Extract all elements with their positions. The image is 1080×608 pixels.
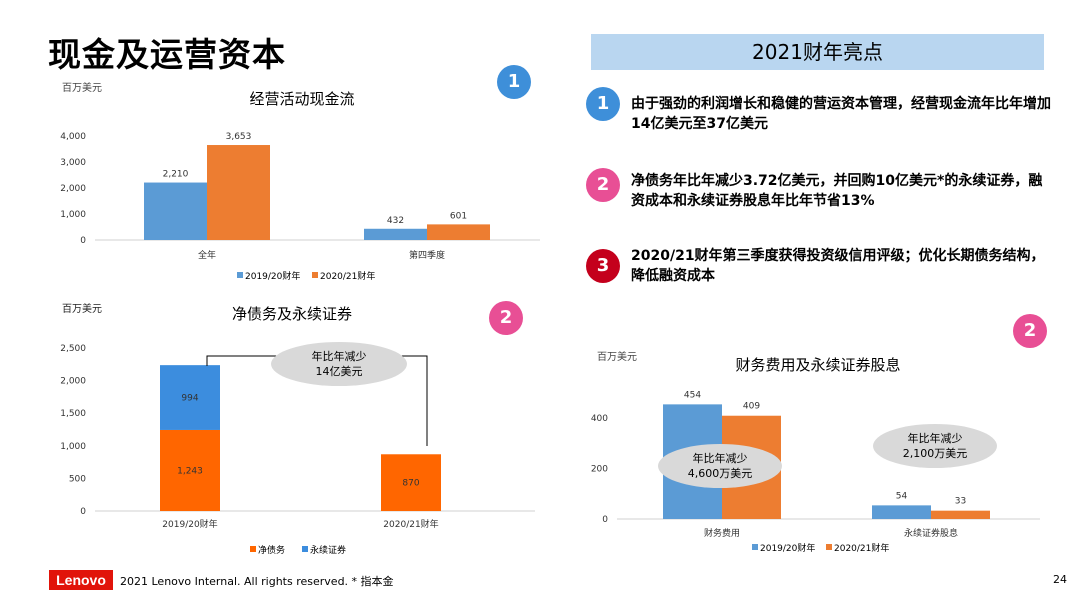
chart3-data-label: 454 [684,390,701,400]
chart2-callout-line1: 年比年减少 [312,349,367,363]
chart1-title: 经营活动现金流 [249,90,354,108]
chart1-bar [364,228,427,240]
highlight-text-1: 由于强劲的利润增长和稳健的营运资本管理，经营现金流年比年增加14亿美元至37亿美… [631,96,1051,132]
chart3-bar [931,510,990,519]
chart3-y-tick: 200 [591,465,608,475]
chart3-legend-swatch-fy2019 [752,544,758,550]
chart2-bracket [206,355,428,446]
chart1-y-tick: 1,000 [60,210,86,220]
chart3-badge: 2 [1013,314,1047,348]
highlight-badge-3: 3 [586,249,620,283]
chart2-bar-segment [160,365,220,430]
chart3-title: 财务费用及永续证券股息 [735,356,900,374]
chart2-y-tick: 1,000 [60,442,86,452]
chart2-data-label: 994 [181,394,198,404]
chart3-data-label: 54 [896,491,908,501]
chart2-title: 净债务及永续证券 [232,305,352,323]
chart2-data-label: 870 [402,479,419,489]
chart1-unit: 百万美元 [62,81,102,94]
chart1-bar [207,145,270,240]
chart3-x-tick: 财务费用 [704,527,740,539]
chart2-x-tick: 2020/21财年 [383,518,438,530]
highlight-badge-1: 1 [586,87,620,121]
highlight-text-2: 净债务年比年减少3.72亿美元，并回购10亿美元*的永续证券，融资成本和永续证券… [631,173,1043,209]
chart3-callout-perpetual-line1: 年比年减少 [908,431,963,445]
chart3-legend-swatch-fy2020 [826,544,832,550]
chart3-callout-finance [658,444,782,488]
chart1-data-label: 3,653 [226,132,252,142]
chart3-callout-perpetual [873,424,997,468]
chart3-bar [663,404,722,519]
chart3-bar [722,415,781,519]
chart2-y-tick: 500 [69,474,86,484]
page-number: 24 [1053,573,1067,586]
chart3-x-tick: 永续证券股息 [904,527,958,539]
chart3-callout-perpetual-line2: 2,100万美元 [903,447,968,460]
chart1-y-tick: 0 [80,236,86,246]
chart3-callout-finance-line1: 年比年减少 [693,451,748,465]
chart1-bar [144,182,207,240]
chart2-bar-segment [381,454,441,511]
chart2-legend-net-debt: 净债务 [258,544,285,556]
chart2-unit: 百万美元 [62,302,102,315]
chart3-callout-finance-line2: 4,600万美元 [688,467,753,480]
chart3-data-label: 33 [955,497,966,507]
chart3-y-tick: 0 [602,515,608,525]
chart1-legend-swatch-fy2019 [237,272,243,278]
highlights-banner: 2021财年亮点 [591,34,1044,70]
highlight-badge-2: 2 [586,168,620,202]
chart1-legend-fy2019: 2019/20财年 [245,270,300,282]
chart2-callout-line2: 14亿美元 [316,365,363,378]
chart1-y-tick: 4,000 [60,132,86,142]
chart2-legend-swatch-net-debt [250,546,256,552]
chart2-legend-perpetual: 永续证券 [310,544,346,556]
chart2-y-tick: 2,500 [60,344,86,354]
chart2-y-tick: 2,000 [60,377,86,387]
chart2-badge: 2 [489,301,523,335]
lenovo-logo: Lenovo [49,570,113,590]
chart2-x-tick: 2019/20财年 [162,518,217,530]
chart1-badge: 1 [497,65,531,99]
footer-copyright: 2021 Lenovo Internal. All rights reserve… [120,575,394,588]
chart1-y-tick: 2,000 [60,184,86,194]
chart1-data-label: 2,210 [163,170,189,180]
chart2-y-tick: 1,500 [60,409,86,419]
chart1-data-label: 601 [450,211,467,221]
chart3-legend-fy2020: 2020/21财年 [834,542,889,554]
chart3-y-tick: 400 [591,414,608,424]
highlight-text-3: 2020/21财年第三季度获得投资级信用评级；优化长期债务结构，降低融资成本 [631,248,1045,284]
chart1-bar [427,224,490,240]
chart1-x-tick: 第四季度 [409,249,445,261]
chart1-x-tick: 全年 [198,249,216,261]
chart1-legend-fy2020: 2020/21财年 [320,270,375,282]
chart2-data-label: 1,243 [177,466,203,476]
chart3-bar [872,505,931,519]
chart2-callout [271,342,407,386]
chart1-data-label: 432 [387,216,404,226]
chart3-data-label: 409 [743,402,760,412]
chart2-bar-segment [160,429,220,511]
chart1-legend-swatch-fy2020 [312,272,318,278]
page-title: 现金及运营资本 [48,35,286,74]
chart2-y-tick: 0 [80,507,86,517]
chart2-legend-swatch-perpetual [302,546,308,552]
chart3-legend-fy2019: 2019/20财年 [760,542,815,554]
chart3-unit: 百万美元 [597,350,637,363]
chart1-y-tick: 3,000 [60,158,86,168]
